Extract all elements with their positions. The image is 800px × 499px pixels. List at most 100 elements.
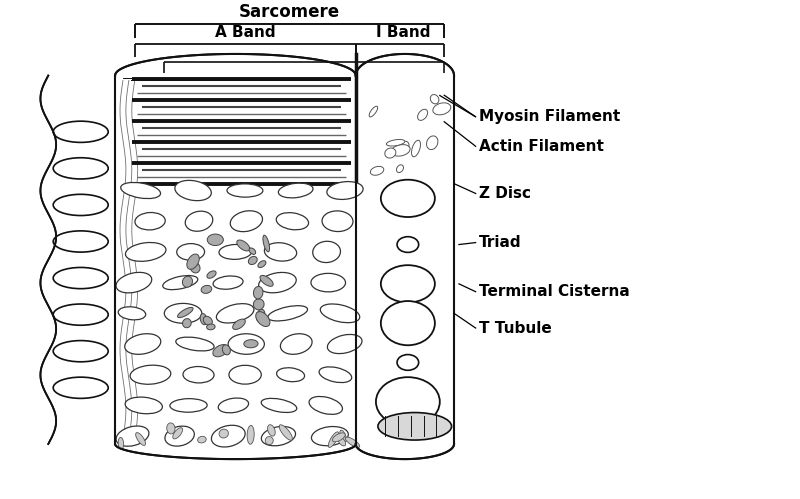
Ellipse shape [276, 213, 309, 230]
Ellipse shape [369, 106, 378, 117]
Ellipse shape [233, 319, 246, 329]
Ellipse shape [376, 377, 440, 426]
Ellipse shape [340, 430, 346, 442]
Ellipse shape [277, 368, 305, 382]
Ellipse shape [207, 234, 223, 246]
Ellipse shape [263, 235, 270, 252]
Ellipse shape [206, 324, 215, 330]
Ellipse shape [248, 256, 258, 264]
Text: A Band: A Band [215, 25, 275, 40]
Ellipse shape [213, 345, 228, 357]
Ellipse shape [170, 399, 207, 412]
Ellipse shape [218, 398, 249, 413]
Ellipse shape [186, 211, 213, 231]
Ellipse shape [386, 140, 405, 146]
Ellipse shape [319, 367, 352, 383]
Text: Sarcomere: Sarcomere [239, 2, 340, 20]
Ellipse shape [267, 425, 275, 436]
Ellipse shape [165, 426, 194, 446]
Ellipse shape [381, 265, 435, 302]
Ellipse shape [338, 437, 346, 446]
Ellipse shape [183, 367, 214, 383]
Ellipse shape [320, 304, 360, 323]
Text: Terminal Cisterna: Terminal Cisterna [478, 284, 630, 299]
Ellipse shape [401, 141, 409, 151]
Ellipse shape [136, 433, 146, 446]
Ellipse shape [201, 285, 212, 293]
Ellipse shape [381, 301, 435, 345]
Ellipse shape [258, 272, 296, 293]
Ellipse shape [121, 183, 161, 199]
Ellipse shape [222, 345, 230, 355]
Ellipse shape [322, 211, 353, 232]
Ellipse shape [381, 180, 435, 217]
Ellipse shape [433, 103, 450, 115]
Text: Actin Filament: Actin Filament [478, 139, 603, 154]
Ellipse shape [229, 365, 262, 384]
Ellipse shape [125, 397, 162, 414]
Ellipse shape [261, 398, 297, 413]
Ellipse shape [227, 184, 263, 197]
Ellipse shape [190, 262, 200, 273]
Ellipse shape [53, 194, 108, 216]
Ellipse shape [118, 307, 146, 320]
Ellipse shape [278, 183, 313, 198]
Ellipse shape [211, 425, 245, 447]
Ellipse shape [130, 365, 170, 384]
Ellipse shape [230, 211, 262, 232]
Ellipse shape [327, 182, 363, 200]
Ellipse shape [162, 275, 198, 289]
Ellipse shape [200, 313, 207, 325]
Ellipse shape [256, 311, 270, 326]
Ellipse shape [135, 213, 166, 230]
Ellipse shape [328, 432, 338, 448]
Ellipse shape [187, 254, 199, 269]
Ellipse shape [254, 299, 264, 310]
Ellipse shape [426, 136, 438, 150]
Ellipse shape [125, 334, 161, 354]
Ellipse shape [430, 94, 439, 104]
Ellipse shape [370, 166, 384, 175]
Ellipse shape [385, 148, 396, 158]
Ellipse shape [237, 240, 250, 251]
Polygon shape [356, 54, 454, 459]
Ellipse shape [397, 237, 418, 252]
Ellipse shape [53, 304, 108, 325]
Text: T Tubule: T Tubule [478, 320, 551, 335]
Ellipse shape [53, 377, 108, 398]
Ellipse shape [53, 231, 108, 252]
Text: Triad: Triad [478, 235, 522, 250]
Ellipse shape [178, 307, 193, 318]
Ellipse shape [280, 334, 312, 354]
Ellipse shape [397, 355, 418, 370]
Ellipse shape [411, 140, 421, 157]
Ellipse shape [198, 436, 206, 443]
Ellipse shape [264, 243, 297, 261]
Ellipse shape [177, 244, 205, 260]
Ellipse shape [249, 248, 256, 254]
Ellipse shape [166, 423, 175, 434]
Polygon shape [115, 54, 356, 459]
Ellipse shape [53, 121, 108, 142]
Ellipse shape [175, 180, 211, 201]
Ellipse shape [397, 165, 403, 173]
Ellipse shape [279, 425, 292, 440]
Ellipse shape [53, 267, 108, 288]
Ellipse shape [262, 427, 295, 446]
Ellipse shape [247, 425, 254, 444]
Ellipse shape [332, 433, 346, 442]
Ellipse shape [53, 158, 108, 179]
Ellipse shape [213, 276, 243, 289]
Ellipse shape [203, 316, 212, 325]
Ellipse shape [256, 309, 265, 322]
Ellipse shape [164, 303, 202, 323]
Ellipse shape [126, 243, 166, 261]
Ellipse shape [116, 272, 152, 293]
Ellipse shape [268, 306, 307, 321]
Ellipse shape [258, 260, 266, 267]
Ellipse shape [118, 437, 124, 449]
Ellipse shape [254, 286, 263, 299]
Text: I Band: I Band [376, 25, 430, 40]
Ellipse shape [53, 341, 108, 362]
Ellipse shape [418, 109, 428, 120]
